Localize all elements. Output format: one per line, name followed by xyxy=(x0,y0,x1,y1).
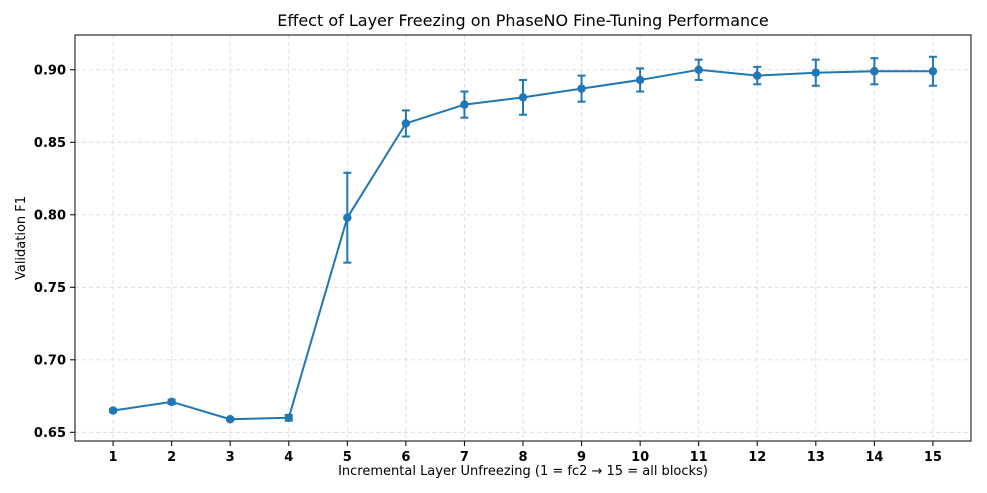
y-axis-ticks: 0.65 0.70 0.75 0.80 0.85 0.90 xyxy=(34,63,75,441)
data-point xyxy=(284,413,293,422)
x-tick-label: 15 xyxy=(924,450,942,465)
x-tick-label: 4 xyxy=(284,450,293,465)
chart-title: Effect of Layer Freezing on PhaseNO Fine… xyxy=(277,11,769,30)
y-tick-label: 0.90 xyxy=(34,63,66,78)
grid xyxy=(75,35,971,441)
data-point xyxy=(928,67,938,76)
x-tick-label: 5 xyxy=(343,450,352,465)
x-axis-label: Incremental Layer Unfreezing (1 = fc2 → … xyxy=(338,464,708,479)
x-tick-label: 11 xyxy=(690,450,708,465)
x-tick-label: 2 xyxy=(167,450,176,465)
data-point xyxy=(108,406,118,415)
x-tick-label: 6 xyxy=(401,450,410,465)
x-tick-label: 12 xyxy=(748,450,766,465)
x-tick-label: 13 xyxy=(807,450,825,465)
data-point xyxy=(870,67,879,76)
data-point xyxy=(635,75,645,85)
data-point xyxy=(694,65,703,75)
x-axis-ticks: 1 2 3 4 5 6 7 8 9 10 11 12 13 14 15 xyxy=(109,441,942,465)
data-point xyxy=(460,100,469,109)
x-tick-label: 14 xyxy=(865,450,883,465)
data-point xyxy=(577,84,586,93)
series-layer xyxy=(108,55,938,424)
data-point xyxy=(225,415,235,424)
x-tick-label: 8 xyxy=(518,450,527,465)
data-point xyxy=(167,397,176,407)
data-point xyxy=(343,213,352,222)
data-point xyxy=(401,119,411,128)
y-tick-label: 0.70 xyxy=(34,353,66,368)
data-point xyxy=(753,71,762,80)
y-tick-label: 0.85 xyxy=(34,136,66,151)
y-tick-label: 0.65 xyxy=(34,426,66,441)
x-tick-label: 3 xyxy=(226,450,235,465)
data-point xyxy=(518,93,528,102)
data-point xyxy=(811,68,821,77)
x-tick-label: 1 xyxy=(109,450,118,465)
y-axis-label: Validation F1 xyxy=(14,196,29,280)
x-tick-label: 9 xyxy=(577,450,586,465)
x-tick-label: 10 xyxy=(631,450,649,465)
y-tick-label: 0.80 xyxy=(34,208,66,223)
x-tick-label: 7 xyxy=(460,450,469,465)
y-tick-label: 0.75 xyxy=(34,281,66,296)
